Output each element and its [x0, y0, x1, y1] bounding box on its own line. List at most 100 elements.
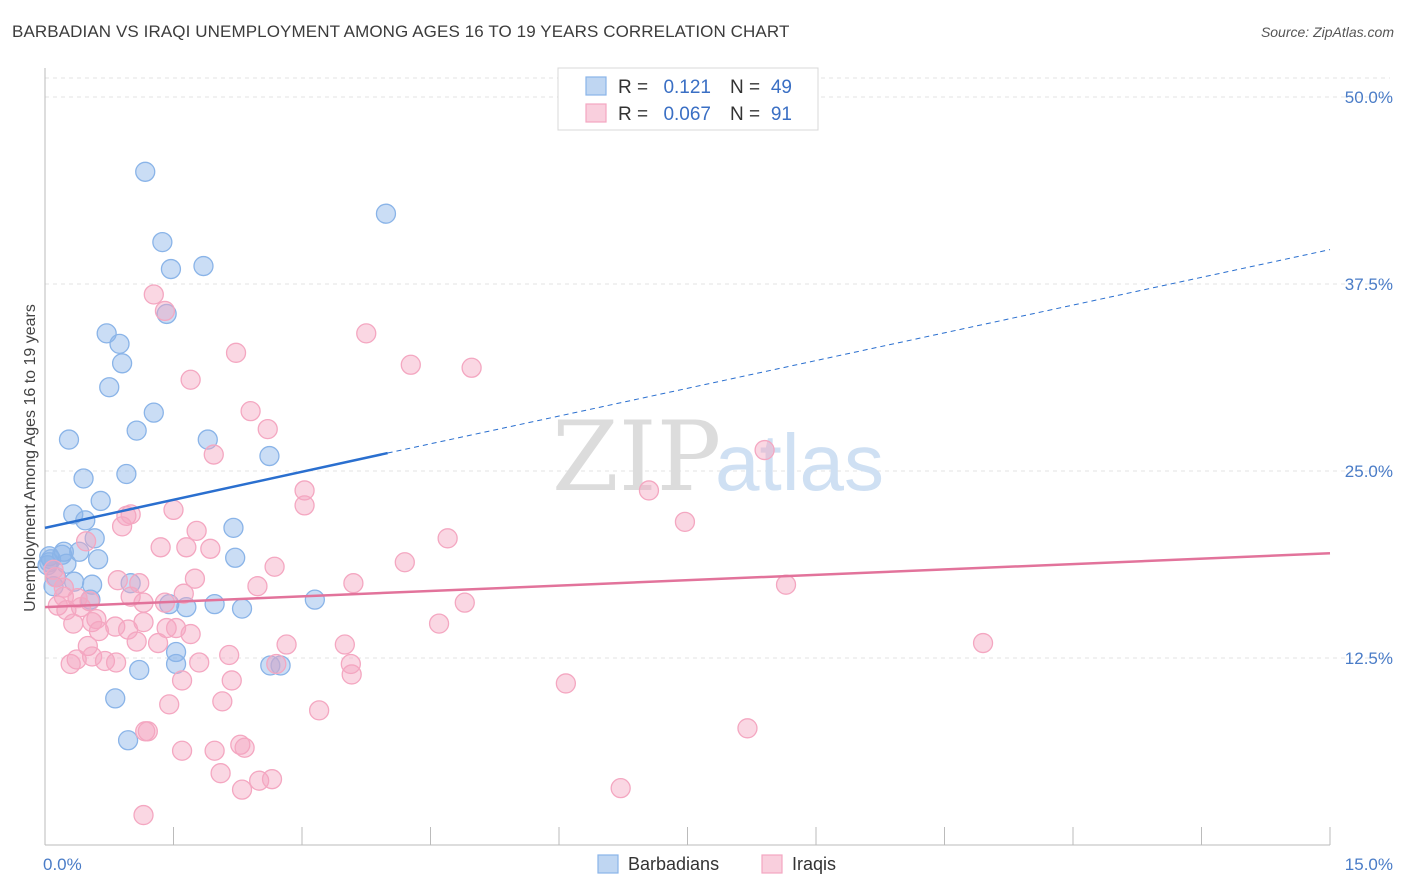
y-tick-label: 12.5% [1345, 649, 1393, 668]
data-point [341, 664, 362, 685]
y-tick-label: 25.0% [1345, 462, 1393, 481]
x-tick-label-end: 15.0% [1345, 855, 1393, 874]
watermark: ZIP atlas [552, 401, 884, 513]
data-point [171, 740, 193, 761]
data-point [53, 541, 74, 562]
data-point [638, 480, 660, 501]
series-iraqis-points [43, 284, 994, 826]
data-point [137, 721, 158, 742]
x-tick-label-start: 0.0% [43, 855, 82, 874]
data-point [143, 402, 164, 423]
data-point [334, 634, 355, 655]
data-point [972, 632, 994, 654]
data-point [775, 574, 797, 595]
trend-line-barbadians-extension [387, 249, 1331, 454]
data-point [234, 737, 255, 758]
legend-label-iraqis: Iraqis [792, 854, 836, 874]
data-point [105, 652, 127, 673]
legend-r-value: 0.067 [663, 104, 711, 125]
data-point [247, 576, 268, 597]
y-tick-label: 37.5% [1345, 275, 1393, 294]
data-point [394, 552, 415, 573]
data-point [105, 616, 126, 637]
data-point [135, 161, 156, 182]
stats-legend: R = 0.121 N = 49 R = 0.067 N = 91 [557, 67, 819, 131]
data-point [87, 549, 109, 570]
data-point [555, 673, 577, 694]
data-point [154, 300, 176, 322]
data-point [437, 528, 458, 549]
axes [44, 68, 1331, 846]
data-point [200, 538, 221, 559]
data-point [81, 574, 103, 595]
watermark-atlas: atlas [715, 418, 884, 507]
data-point [133, 804, 154, 826]
y-tick-labels: 12.5% 25.0% 37.5% 50.0% [1345, 88, 1393, 668]
data-point [180, 369, 201, 390]
data-point [674, 511, 696, 533]
data-point [173, 583, 194, 604]
data-point [43, 559, 64, 580]
data-point [126, 420, 147, 441]
data-point [212, 691, 233, 712]
series-barbadians-points [37, 161, 397, 751]
data-point [116, 463, 137, 485]
data-point [189, 652, 210, 673]
legend-swatch-iraqis [761, 854, 783, 874]
series-legend: Barbadians Iraqis [597, 854, 836, 874]
legend-n-value: 91 [771, 104, 792, 125]
data-point [197, 429, 218, 450]
data-point [264, 556, 285, 577]
data-point [257, 418, 278, 440]
data-point [180, 623, 201, 645]
data-point [375, 203, 397, 224]
data-point [99, 377, 120, 398]
data-point [152, 231, 173, 253]
data-point [454, 592, 475, 613]
data-point [73, 468, 94, 489]
legend-r-label: R = [618, 104, 648, 125]
data-point [754, 439, 775, 461]
legend-n-value: 49 [771, 77, 792, 98]
data-point [610, 778, 631, 799]
data-point [109, 333, 130, 354]
data-point [461, 357, 482, 378]
data-point [186, 520, 207, 541]
data-point [75, 531, 97, 552]
data-point [171, 670, 193, 691]
data-point [163, 499, 184, 521]
data-point [261, 769, 283, 790]
data-point [176, 537, 197, 558]
y-axis-label: Unemployment Among Ages 16 to 19 years [22, 304, 39, 612]
data-point [343, 573, 364, 594]
data-point [184, 568, 206, 589]
data-point [120, 586, 141, 607]
legend-r-label: R = [618, 77, 648, 98]
trend-lines [44, 249, 1331, 609]
data-point [340, 653, 361, 675]
trend-line-iraqis [44, 552, 1331, 609]
data-point [126, 631, 147, 652]
data-point [88, 620, 110, 642]
data-point [221, 670, 242, 691]
data-point [77, 635, 98, 657]
legend-r-value: 0.121 [663, 77, 711, 98]
data-point [304, 589, 326, 610]
data-point [294, 495, 315, 516]
data-point [219, 644, 240, 666]
data-point [308, 700, 330, 721]
data-point [107, 570, 128, 591]
data-point [117, 730, 139, 751]
data-point [428, 613, 450, 634]
x-tick-labels: 0.0% 15.0% [43, 855, 1393, 874]
data-point [63, 504, 84, 525]
data-point [160, 258, 182, 280]
watermark-zip: ZIP [552, 401, 721, 513]
data-point [204, 593, 225, 615]
data-point [737, 718, 758, 739]
data-point [143, 284, 164, 305]
trend-line-barbadians [44, 451, 388, 530]
data-point [193, 255, 214, 277]
data-point [223, 517, 244, 538]
